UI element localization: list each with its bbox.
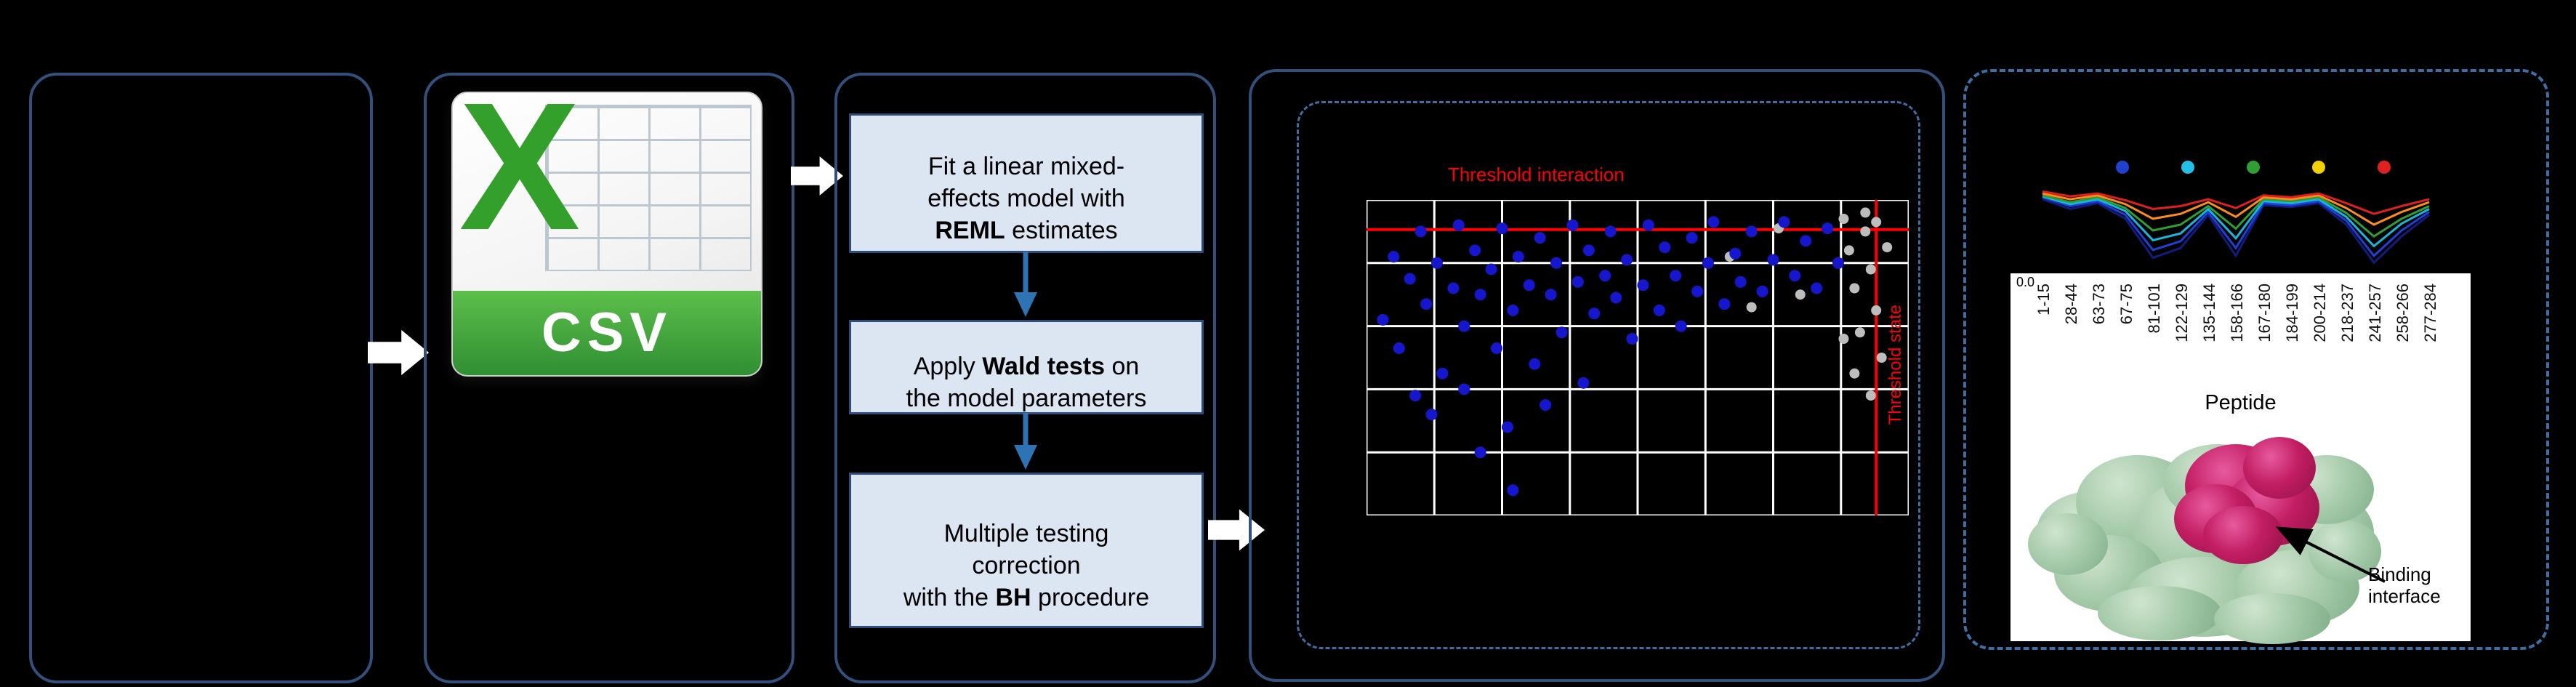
svg-text:258-266: 258-266 [2394,284,2412,342]
step-box-reml: Fit a linear mixed- effects model with R… [849,113,1204,253]
threshold-state-label: Threshold state [1885,305,1905,425]
scatter-plot [1365,198,1910,517]
svg-text:63-73: 63-73 [2090,284,2108,324]
panel-statistical-modeling: Fit a linear mixed- effects model with R… [834,73,1216,683]
svg-text:277-284: 277-284 [2421,284,2439,342]
uptake-canvas [2042,161,2430,265]
csv-banner: CSV [453,290,761,375]
peptide-axis-title: Peptide [2205,391,2277,414]
panel-global-visualization: Threshold interaction Threshold state [1249,69,1945,682]
step-text: Fit a linear mixed- effects model with R… [927,153,1125,244]
panel-csv-input: X CSV [424,73,794,683]
down-arrow-icon [1014,413,1037,470]
binding-interface-caption: Binding interface [2368,563,2441,607]
svg-text:241-257: 241-257 [2366,284,2384,342]
svg-text:135-144: 135-144 [2200,284,2218,342]
peptide-axis-and-structure: 0.0 1-15 28-44 63-73 67-75 81-101 122-129 135-… [2011,273,2471,644]
svg-text:67-75: 67-75 [2117,284,2136,324]
spreadsheet-grid-icon [545,104,752,271]
step-text: Multiple testing correction with the BH … [903,520,1150,611]
block-arrow-icon [368,329,429,376]
svg-text:218-237: 218-237 [2338,284,2356,342]
block-arrow-icon [791,156,843,196]
deuterium-uptake-chart [2013,148,2467,273]
svg-text:81-101: 81-101 [2145,284,2163,334]
step-box-wald: Apply Wald tests on the model parameters [849,320,1204,414]
svg-text:167-180: 167-180 [2255,284,2274,342]
step-text: Apply Wald tests on the model parameters [906,353,1147,412]
excel-x-logo: X [459,65,581,268]
svg-text:122-129: 122-129 [2173,284,2191,342]
scatter-canvas [1365,198,1910,517]
panel-step-1 [29,73,373,683]
svg-text:184-199: 184-199 [2283,284,2301,342]
svg-text:28-44: 28-44 [2062,284,2080,324]
dashed-frame [1297,101,1920,649]
svg-text:158-166: 158-166 [2228,284,2246,342]
peptide-tick-labels: 1-15 28-44 63-73 67-75 81-101 122-129 135-144 1… [2034,284,2439,342]
csv-label: CSV [541,302,673,364]
csv-file-icon: X CSV [451,76,762,377]
threshold-interaction-label: Threshold interaction [1448,164,1625,185]
panel-peptide-results: 0.0 1-15 28-44 63-73 67-75 81-101 122-129 135-… [1963,69,2549,650]
y-axis-tick: 0.0 [2016,275,2035,289]
svg-text:1-15: 1-15 [2034,284,2053,316]
svg-text:200-214: 200-214 [2311,284,2329,342]
step-box-bh: Multiple testing correction with the BH … [849,473,1204,628]
down-arrow-icon [1014,252,1037,317]
